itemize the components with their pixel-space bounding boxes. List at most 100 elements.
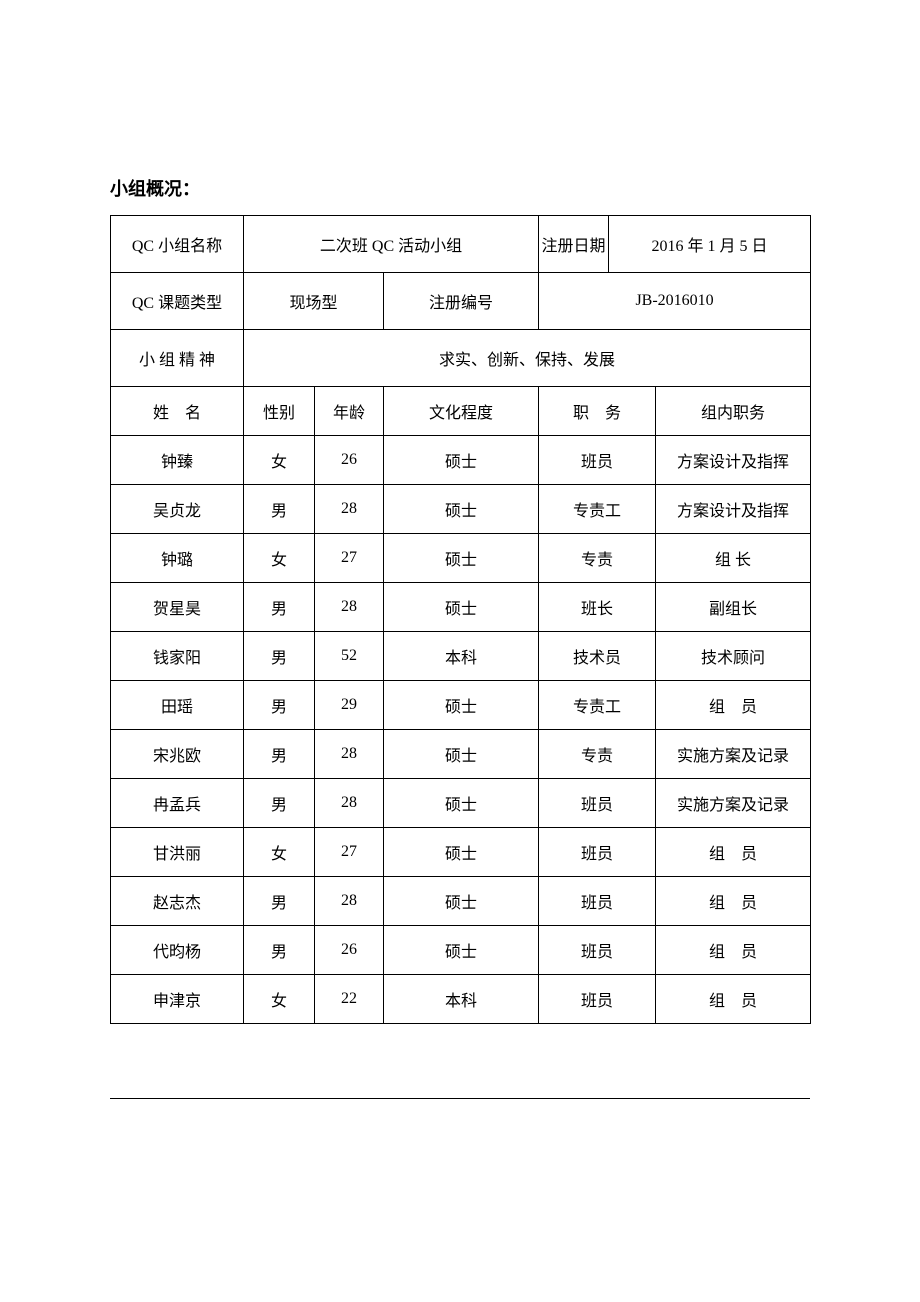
cell-name: 钟璐	[111, 534, 244, 583]
cell-gender: 女	[244, 436, 315, 485]
cell-name: 申津京	[111, 975, 244, 1024]
cell-role: 组 员	[656, 828, 811, 877]
cell-name: 冉孟兵	[111, 779, 244, 828]
cell-position: 班员	[539, 779, 656, 828]
value-group-name: 二次班 QC 活动小组	[244, 216, 539, 273]
section-title: 小组概况：	[110, 175, 810, 201]
cell-gender: 男	[244, 583, 315, 632]
cell-age: 28	[315, 583, 384, 632]
cell-age: 22	[315, 975, 384, 1024]
cell-gender: 男	[244, 926, 315, 975]
group-table: QC 小组名称 二次班 QC 活动小组 注册日期 2016 年 1 月 5 日 …	[110, 215, 811, 1024]
table-row: 田瑶男29硕士专责工组 员	[111, 681, 811, 730]
cell-name: 贺星昊	[111, 583, 244, 632]
cell-name: 甘洪丽	[111, 828, 244, 877]
cell-age: 27	[315, 534, 384, 583]
cell-position: 技术员	[539, 632, 656, 681]
cell-gender: 男	[244, 779, 315, 828]
value-topic-type: 现场型	[244, 273, 384, 330]
table-row: 甘洪丽女27硕士班员组 员	[111, 828, 811, 877]
cell-role: 方案设计及指挥	[656, 436, 811, 485]
table-row: 申津京女22本科班员组 员	[111, 975, 811, 1024]
cell-position: 专责	[539, 534, 656, 583]
cell-gender: 女	[244, 975, 315, 1024]
label-spirit: 小 组 精 神	[111, 330, 244, 387]
cell-education: 硕士	[384, 828, 539, 877]
cell-role: 实施方案及记录	[656, 730, 811, 779]
cell-age: 27	[315, 828, 384, 877]
table-row: 冉孟兵男28硕士班员实施方案及记录	[111, 779, 811, 828]
header-education: 文化程度	[384, 387, 539, 436]
header-position: 职 务	[539, 387, 656, 436]
cell-education: 硕士	[384, 436, 539, 485]
table-row: 赵志杰男28硕士班员组 员	[111, 877, 811, 926]
label-reg-no: 注册编号	[384, 273, 539, 330]
cell-gender: 男	[244, 730, 315, 779]
value-reg-date: 2016 年 1 月 5 日	[609, 216, 811, 273]
cell-age: 29	[315, 681, 384, 730]
cell-gender: 男	[244, 877, 315, 926]
cell-position: 班长	[539, 583, 656, 632]
cell-name: 吴贞龙	[111, 485, 244, 534]
footer-divider	[110, 1098, 810, 1099]
cell-age: 26	[315, 926, 384, 975]
cell-education: 本科	[384, 975, 539, 1024]
cell-position: 专责	[539, 730, 656, 779]
cell-name: 赵志杰	[111, 877, 244, 926]
table-row: 钟璐女27硕士专责组 长	[111, 534, 811, 583]
cell-education: 硕士	[384, 534, 539, 583]
cell-position: 专责工	[539, 485, 656, 534]
header-role: 组内职务	[656, 387, 811, 436]
cell-role: 组 员	[656, 926, 811, 975]
cell-gender: 男	[244, 681, 315, 730]
table-row: 钟臻女26硕士班员方案设计及指挥	[111, 436, 811, 485]
cell-education: 硕士	[384, 583, 539, 632]
cell-name: 代昀杨	[111, 926, 244, 975]
value-spirit: 求实、创新、保持、发展	[244, 330, 811, 387]
cell-education: 硕士	[384, 779, 539, 828]
table-row: 贺星昊男28硕士班长副组长	[111, 583, 811, 632]
cell-position: 班员	[539, 975, 656, 1024]
cell-education: 硕士	[384, 877, 539, 926]
cell-age: 52	[315, 632, 384, 681]
table-row: 宋兆欧男28硕士专责实施方案及记录	[111, 730, 811, 779]
cell-age: 26	[315, 436, 384, 485]
cell-age: 28	[315, 485, 384, 534]
label-group-name: QC 小组名称	[111, 216, 244, 273]
member-header-row: 姓 名 性别 年龄 文化程度 职 务 组内职务	[111, 387, 811, 436]
cell-education: 本科	[384, 632, 539, 681]
table-row: 吴贞龙男28硕士专责工方案设计及指挥	[111, 485, 811, 534]
header-gender: 性别	[244, 387, 315, 436]
cell-education: 硕士	[384, 681, 539, 730]
cell-role: 组 员	[656, 975, 811, 1024]
label-reg-date: 注册日期	[539, 216, 609, 273]
cell-age: 28	[315, 877, 384, 926]
cell-role: 副组长	[656, 583, 811, 632]
cell-position: 班员	[539, 436, 656, 485]
cell-role: 组 长	[656, 534, 811, 583]
cell-education: 硕士	[384, 926, 539, 975]
cell-gender: 男	[244, 632, 315, 681]
cell-age: 28	[315, 779, 384, 828]
cell-gender: 女	[244, 534, 315, 583]
cell-position: 专责工	[539, 681, 656, 730]
table-row: 代昀杨男26硕士班员组 员	[111, 926, 811, 975]
cell-position: 班员	[539, 926, 656, 975]
cell-role: 技术顾问	[656, 632, 811, 681]
cell-role: 方案设计及指挥	[656, 485, 811, 534]
header-age: 年龄	[315, 387, 384, 436]
cell-education: 硕士	[384, 485, 539, 534]
cell-name: 钟臻	[111, 436, 244, 485]
cell-name: 田瑶	[111, 681, 244, 730]
cell-gender: 男	[244, 485, 315, 534]
table-row: 钱家阳男52本科技术员技术顾问	[111, 632, 811, 681]
cell-position: 班员	[539, 877, 656, 926]
cell-name: 宋兆欧	[111, 730, 244, 779]
value-reg-no: JB-2016010	[539, 273, 811, 330]
cell-education: 硕士	[384, 730, 539, 779]
cell-name: 钱家阳	[111, 632, 244, 681]
cell-role: 组 员	[656, 681, 811, 730]
cell-age: 28	[315, 730, 384, 779]
header-name: 姓 名	[111, 387, 244, 436]
label-topic-type: QC 课题类型	[111, 273, 244, 330]
